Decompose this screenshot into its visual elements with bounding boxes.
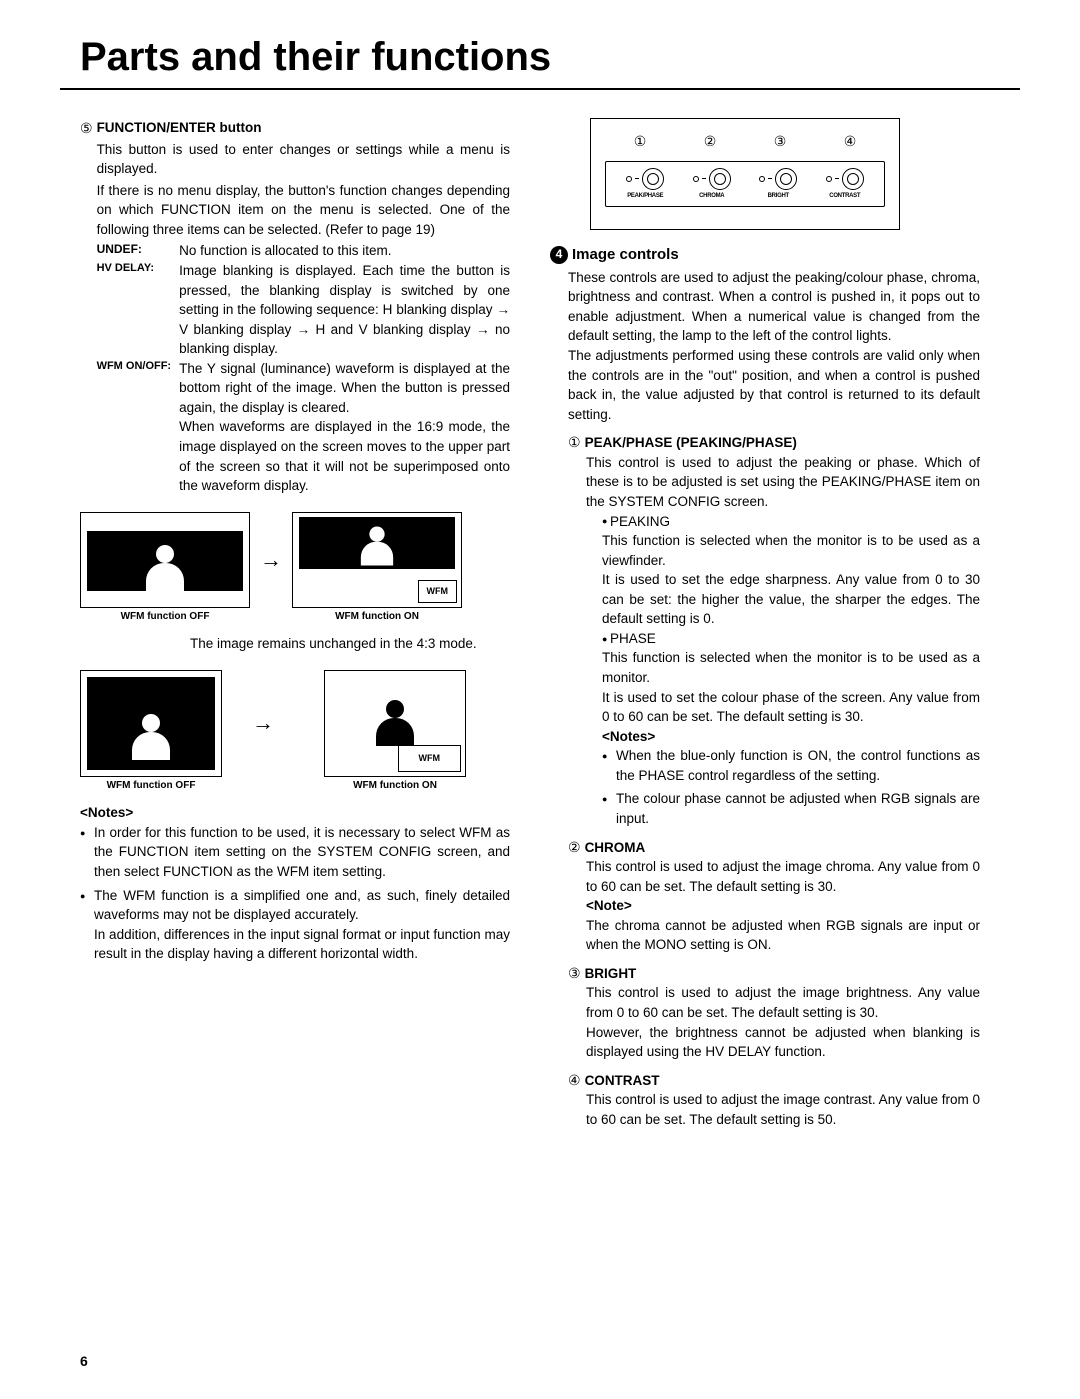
sub3-marker: ③ (568, 965, 581, 981)
phase-label: PHASE (602, 629, 980, 649)
left-column: ⑤ FUNCTION/ENTER button This button is u… (80, 118, 510, 1129)
section4-title: Image controls (572, 244, 679, 266)
left-note-2: The WFM function is a simplified one and… (80, 886, 510, 964)
sub3-heading: BRIGHT (585, 966, 637, 981)
figure-169-row: → WFM (80, 512, 510, 608)
fig-caption-off-169: WFM function OFF (80, 610, 250, 625)
knob-chroma: CHROMA (693, 168, 731, 201)
phase-p1: This function is selected when the monit… (602, 648, 980, 687)
arrow-icon: → (260, 544, 282, 576)
figure-43-row: → WFM (80, 670, 510, 777)
sub4-marker: ④ (568, 1072, 581, 1088)
section4-p2: The adjustments performed using these co… (568, 346, 980, 424)
fig-169-on: WFM (292, 512, 462, 608)
sub4-p1: This control is used to adjust the image… (586, 1090, 980, 1129)
undef-desc: No function is allocated to this item. (179, 241, 510, 261)
peaking-p1: This function is selected when the monit… (602, 531, 980, 570)
panel-num-2: ② (704, 131, 717, 151)
phase-p2: It is used to set the colour phase of th… (602, 688, 980, 727)
sub1-p1: This control is used to adjust the peaki… (586, 453, 980, 512)
sub3-p1: This control is used to adjust the image… (586, 983, 980, 1022)
fig-43-on: WFM (324, 670, 466, 777)
fig-43-off (80, 670, 222, 777)
fig-caption-on-169: WFM function ON (292, 610, 462, 625)
sub2-marker: ② (568, 839, 581, 855)
control-panel-diagram: ① ② ③ ④ PEAK/PHASE CHROMA BRIGHT (590, 118, 900, 230)
knob-bright: BRIGHT (759, 168, 797, 201)
wfm-badge: WFM (418, 580, 458, 603)
panel-num-4: ④ (844, 131, 857, 151)
function-enter-p1: This button is used to enter changes or … (97, 140, 510, 179)
sub1-marker: ① (568, 434, 581, 450)
wfm-term: WFM ON/OFF: (97, 359, 180, 418)
fig-caption-on-43: WFM function ON (324, 779, 466, 794)
function-enter-p2: If there is no menu display, the button'… (97, 181, 510, 240)
sub1-note2: The colour phase cannot be adjusted when… (602, 789, 980, 828)
fig-169-off (80, 512, 250, 608)
wfm-badge: WFM (398, 745, 462, 772)
peaking-p2: It is used to set the edge sharpness. An… (602, 570, 980, 629)
peaking-label: PEAKING (602, 512, 980, 532)
sub1-heading: PEAK/PHASE (PEAKING/PHASE) (585, 435, 797, 450)
function-enter-heading: FUNCTION/ENTER button (97, 120, 262, 135)
sub2-heading: CHROMA (585, 840, 646, 855)
sub2-p1: This control is used to adjust the image… (586, 857, 980, 896)
between-figures-text: The image remains unchanged in the 4:3 m… (190, 634, 510, 654)
hvdelay-term: HV DELAY: (97, 261, 180, 359)
section4-p1: These controls are used to adjust the pe… (568, 268, 980, 346)
panel-num-3: ③ (774, 131, 787, 151)
undef-term: UNDEF: (97, 241, 180, 261)
panel-num-1: ① (634, 131, 647, 151)
arrow-icon: → (252, 707, 274, 739)
knob-peak-phase: PEAK/PHASE (626, 168, 664, 201)
sub2-note1: The chroma cannot be adjusted when RGB s… (586, 916, 980, 955)
hvdelay-desc: Image blanking is displayed. Each time t… (179, 261, 510, 359)
left-notes-head: <Notes> (80, 803, 510, 823)
item5-marker: ⑤ (80, 118, 93, 138)
sub1-notes-head: <Notes> (602, 727, 980, 747)
knob-contrast: CONTRAST (826, 168, 864, 201)
fig-caption-off-43: WFM function OFF (80, 779, 222, 794)
sub2-note-head: <Note> (586, 896, 980, 916)
page-number: 6 (80, 1353, 88, 1369)
section4-number: 4 (550, 246, 568, 264)
sub3-p2: However, the brightness cannot be adjust… (586, 1023, 980, 1062)
sub1-note1: When the blue-only function is ON, the c… (602, 746, 980, 785)
right-column: ① ② ③ ④ PEAK/PHASE CHROMA BRIGHT (550, 118, 980, 1129)
left-note-1: In order for this function to be used, i… (80, 823, 510, 882)
page-title: Parts and their functions (60, 35, 1020, 90)
wfm-desc1: The Y signal (luminance) waveform is dis… (179, 359, 510, 418)
sub4-heading: CONTRAST (585, 1073, 660, 1088)
wfm-desc2: When waveforms are displayed in the 16:9… (179, 417, 510, 495)
